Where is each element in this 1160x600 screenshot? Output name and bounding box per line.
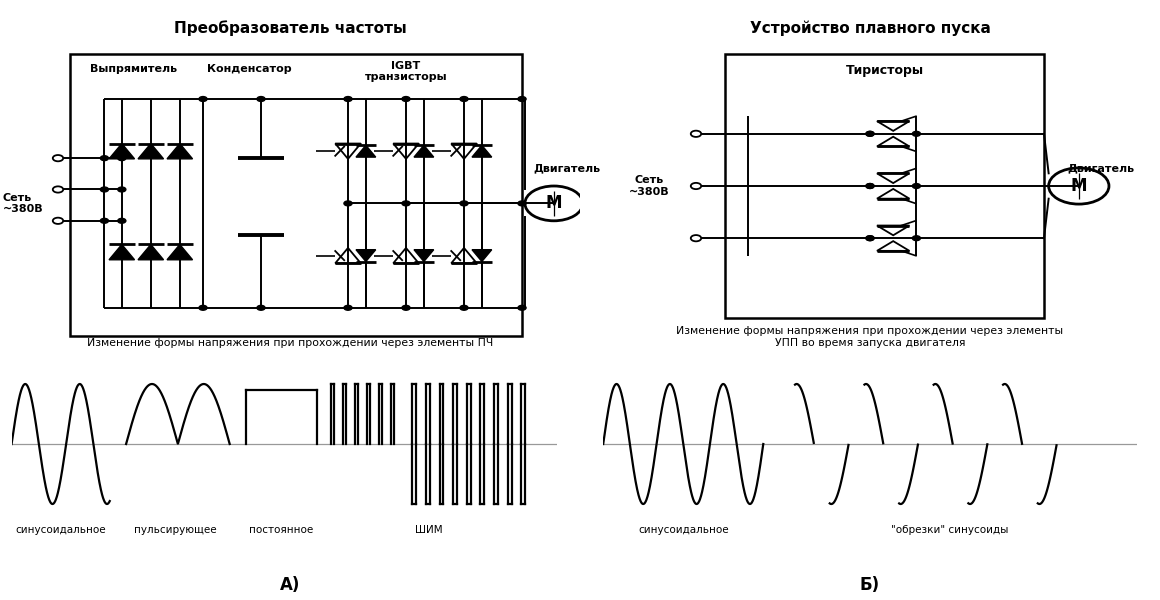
Circle shape	[118, 187, 126, 192]
Circle shape	[459, 97, 467, 101]
Text: Устройство плавного пуска: Устройство плавного пуска	[749, 20, 991, 36]
Circle shape	[865, 184, 875, 188]
Text: Двигатель: Двигатель	[534, 164, 601, 173]
Polygon shape	[167, 143, 193, 159]
Circle shape	[101, 156, 109, 161]
Circle shape	[258, 305, 264, 310]
Text: Сеть
~380В: Сеть ~380В	[629, 175, 670, 197]
Text: "обрезки" синусоиды: "обрезки" синусоиды	[891, 525, 1009, 535]
Circle shape	[101, 187, 109, 192]
Text: M: M	[545, 194, 563, 212]
Circle shape	[459, 201, 467, 206]
Text: Изменение формы напряжения при прохождении через элементы
УПП во время запуска д: Изменение формы напряжения при прохожден…	[676, 326, 1064, 348]
Polygon shape	[109, 244, 135, 260]
Polygon shape	[109, 143, 135, 159]
Circle shape	[519, 201, 525, 206]
Circle shape	[519, 305, 525, 310]
Circle shape	[865, 236, 875, 241]
Circle shape	[912, 184, 920, 188]
Circle shape	[865, 184, 875, 188]
Circle shape	[118, 156, 126, 161]
Polygon shape	[414, 250, 434, 262]
Circle shape	[401, 305, 411, 310]
Text: синусоидальное: синусоидальное	[638, 525, 728, 535]
Circle shape	[258, 97, 264, 101]
Circle shape	[865, 131, 875, 136]
Circle shape	[343, 97, 353, 101]
Polygon shape	[414, 145, 434, 157]
Text: Конденсатор: Конденсатор	[208, 64, 291, 74]
Polygon shape	[167, 244, 193, 260]
Text: IGBT
транзисторы: IGBT транзисторы	[364, 61, 448, 82]
Text: Преобразователь частоты: Преобразователь частоты	[174, 20, 406, 37]
Polygon shape	[472, 145, 492, 157]
Circle shape	[200, 305, 206, 310]
Text: пульсирующее: пульсирующее	[133, 525, 217, 535]
Text: M: M	[1071, 177, 1087, 195]
Circle shape	[865, 236, 875, 241]
Polygon shape	[138, 143, 164, 159]
Circle shape	[912, 236, 920, 241]
Circle shape	[200, 97, 206, 101]
Text: Тиристоры: Тиристоры	[846, 64, 923, 77]
Circle shape	[401, 97, 411, 101]
Circle shape	[519, 97, 525, 101]
Text: Двигатель: Двигатель	[1067, 164, 1134, 173]
Circle shape	[343, 305, 353, 310]
Circle shape	[912, 131, 920, 136]
Polygon shape	[472, 250, 492, 262]
Circle shape	[401, 201, 411, 206]
Polygon shape	[138, 244, 164, 260]
Text: А): А)	[280, 576, 300, 594]
Text: Сеть
~380В: Сеть ~380В	[3, 193, 44, 214]
Circle shape	[865, 131, 875, 136]
Text: Б): Б)	[860, 576, 880, 594]
Circle shape	[118, 218, 126, 223]
Text: ШИМ: ШИМ	[415, 525, 442, 535]
Text: Выпрямитель: Выпрямитель	[89, 64, 177, 74]
Text: постоянное: постоянное	[249, 525, 313, 535]
Circle shape	[101, 218, 109, 223]
Circle shape	[459, 305, 467, 310]
Polygon shape	[356, 250, 376, 262]
Text: Изменение формы напряжения при прохождении через элементы ПЧ: Изменение формы напряжения при прохожден…	[87, 338, 493, 348]
Circle shape	[343, 201, 353, 206]
Polygon shape	[356, 145, 376, 157]
Text: синусоидальное: синусоидальное	[15, 525, 106, 535]
